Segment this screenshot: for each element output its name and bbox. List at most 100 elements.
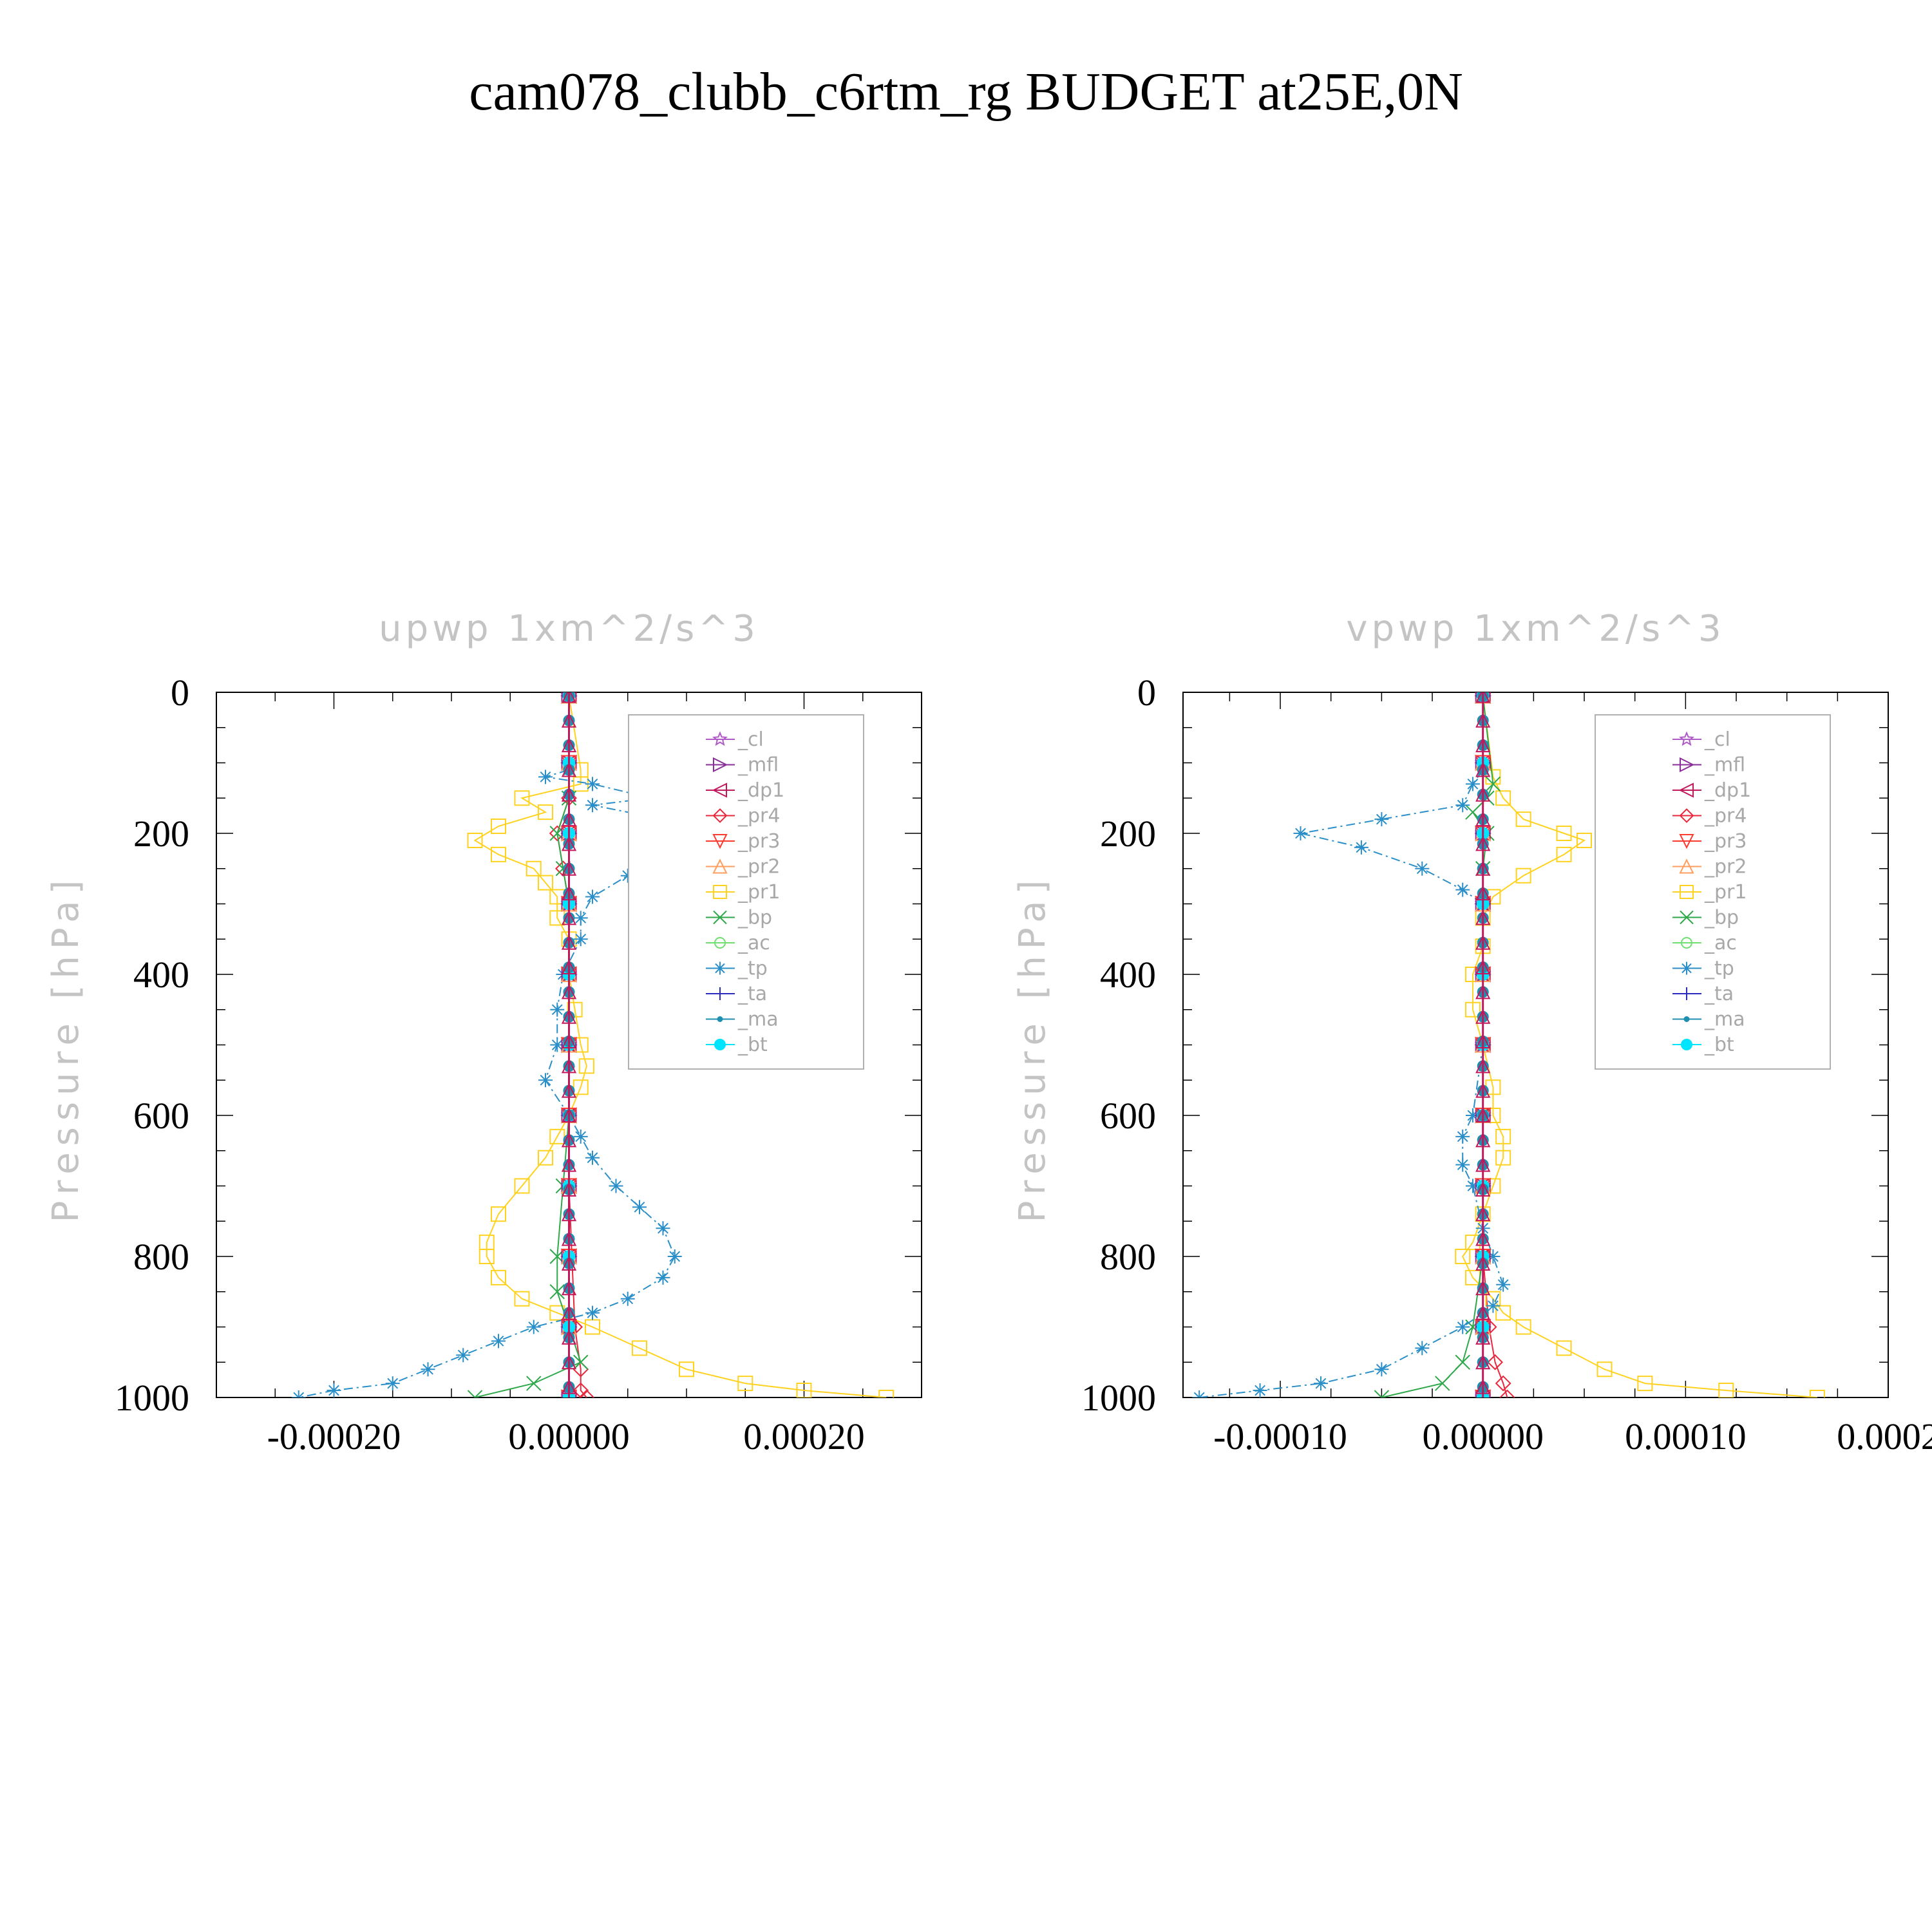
zero-marker-column	[561, 692, 577, 1397]
chart-panel-1: upwp 1xm^2/s^3 0 200 400 600 800 1000 -0.00020 0…	[45, 608, 922, 1457]
data-point	[1487, 1354, 1503, 1370]
data-point	[491, 1269, 506, 1285]
data-point	[1495, 1150, 1511, 1166]
data-point	[585, 777, 600, 791]
legend-marker	[1678, 782, 1694, 798]
series-line	[1199, 696, 1504, 1397]
data-point	[1495, 790, 1511, 806]
data-point	[1374, 812, 1389, 827]
legend-item: _pr2	[1672, 856, 1747, 878]
y-tick-label: 800	[1100, 1236, 1156, 1278]
data-point	[538, 804, 553, 820]
legend-marker	[714, 961, 726, 975]
series-group	[291, 692, 895, 1397]
y-tick-label: 1000	[1081, 1377, 1156, 1419]
x-tick-label: 0.00000	[1422, 1416, 1544, 1457]
data-point	[538, 1073, 553, 1088]
legend-label: _bp	[737, 907, 772, 929]
legend-item: _pr1	[706, 881, 780, 904]
data-point	[385, 1376, 400, 1391]
series-tp	[291, 692, 706, 1397]
data-point	[1515, 1319, 1531, 1335]
data-point	[327, 1383, 341, 1397]
data-point	[1455, 1320, 1470, 1334]
legend-label: _bt	[737, 1034, 768, 1056]
y-tick-label: 600	[1100, 1095, 1156, 1137]
data-point	[1496, 1277, 1511, 1292]
data-point	[1556, 846, 1572, 862]
y-tick-label: 1000	[115, 1377, 189, 1419]
y-tick-label: 0	[1137, 672, 1156, 714]
data-point	[1556, 826, 1572, 841]
legend-label: _bt	[1704, 1034, 1734, 1056]
legend-marker	[1679, 858, 1694, 874]
legend-item: _ac	[1672, 932, 1737, 954]
legend-marker	[1680, 885, 1694, 899]
data-point	[467, 832, 483, 848]
data-point	[609, 1179, 623, 1193]
legend-marker	[714, 987, 726, 1000]
data-point	[549, 1284, 565, 1300]
legend-label: _pr4	[1704, 805, 1747, 828]
data-point	[1515, 811, 1531, 828]
data-point	[1354, 840, 1368, 855]
data-point	[878, 1390, 895, 1397]
data-point	[667, 1249, 682, 1264]
data-point	[1465, 1108, 1480, 1122]
legend-label: _ta	[1704, 983, 1734, 1005]
legend-item: _bt	[1672, 1034, 1734, 1056]
legend-label: _pr1	[1704, 881, 1747, 904]
legend-label: _ma	[737, 1009, 779, 1031]
legend: _cl _mfl_dp1 _pr4_pr3 _pr2 _pr1 _bp _ac _tp _ta _…	[628, 714, 864, 1070]
legend-item: _tp	[1672, 958, 1734, 980]
data-point	[1455, 1157, 1470, 1172]
data-point	[585, 889, 600, 904]
data-point	[1415, 1341, 1430, 1356]
data-point	[1515, 867, 1531, 884]
data-point	[1374, 1390, 1390, 1397]
y-tick-label: 0	[171, 672, 189, 714]
legend-label: _pr3	[737, 830, 780, 853]
y-tick-label: 200	[133, 813, 189, 855]
x-tick-label: 0.00010	[1625, 1416, 1747, 1457]
legend-box	[1595, 714, 1831, 1070]
legend-label: _pr2	[737, 856, 780, 878]
data-point	[796, 1383, 812, 1397]
legend-marker	[1680, 987, 1693, 1000]
data-point	[1485, 769, 1501, 785]
legend-item: _pr2	[706, 856, 780, 878]
data-point	[1718, 1383, 1734, 1397]
legend-item: _ac	[706, 932, 770, 954]
data-point	[632, 1340, 647, 1356]
zero-marker-column	[1475, 692, 1491, 1397]
legend-label: _tp	[737, 958, 768, 980]
legend-marker	[717, 1016, 723, 1022]
data-point	[1455, 882, 1470, 897]
legend-marker	[712, 858, 728, 874]
data-point	[1485, 776, 1501, 792]
data-point	[491, 1206, 506, 1222]
data-point	[491, 819, 506, 835]
data-point	[578, 1389, 595, 1397]
data-point	[1455, 1129, 1470, 1144]
data-point	[514, 790, 530, 806]
data-point	[632, 1200, 647, 1215]
legend-marker	[1683, 1016, 1690, 1022]
data-point	[1465, 777, 1480, 791]
legend-label: _mfl	[737, 754, 779, 777]
series-group	[1192, 692, 1825, 1397]
legend-item: _pr3	[706, 830, 780, 853]
data-point	[573, 932, 588, 947]
data-point	[585, 1319, 600, 1335]
data-point	[1486, 1249, 1501, 1264]
data-point	[656, 1270, 670, 1285]
legend-label: _mfl	[1704, 754, 1745, 777]
figure-title: cam078_clubb_c6rtm_rg BUDGET at25E,0N	[469, 62, 1463, 122]
data-point	[737, 1376, 753, 1392]
legend-item: _bt	[706, 1034, 768, 1056]
legend-marker	[712, 834, 728, 849]
data-point	[1455, 798, 1470, 813]
data-point	[491, 1334, 506, 1349]
data-point	[550, 1037, 565, 1052]
legend-item: _pr4	[1672, 805, 1747, 828]
